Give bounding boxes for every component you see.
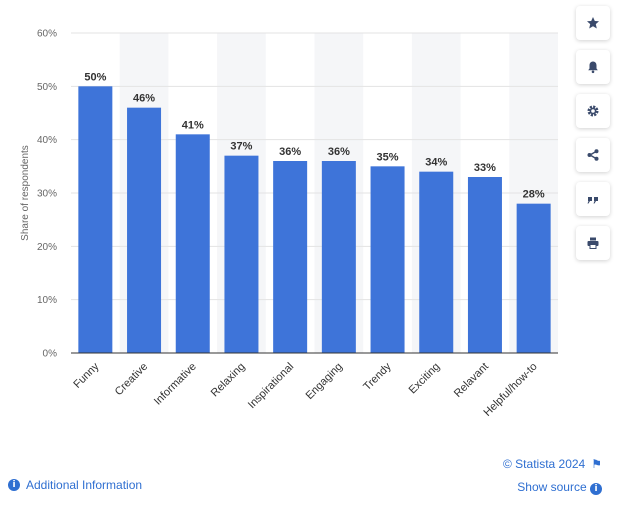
x-tick-label: Inspirational <box>246 361 296 411</box>
data-label: 41% <box>182 119 204 131</box>
print-icon <box>587 237 599 249</box>
bar <box>370 166 405 353</box>
share-icon <box>587 149 599 161</box>
data-label: 36% <box>279 146 301 158</box>
bar <box>78 86 113 353</box>
flag-icon: ⚑ <box>591 457 602 471</box>
chart-bars <box>78 86 551 354</box>
settings-button[interactable] <box>576 94 610 128</box>
data-label: 33% <box>474 162 496 174</box>
toolbar-sidebar <box>576 6 610 270</box>
print-button[interactable] <box>576 226 610 260</box>
x-axis-ticks: Funny Creative Informative RelaxingInspirat… <box>71 360 539 419</box>
x-tick-label: Exciting <box>407 361 443 397</box>
data-label: 28% <box>523 189 545 201</box>
credit-text[interactable]: © Statista 2024 <box>503 457 586 471</box>
show-source-text[interactable]: Show source <box>517 480 587 494</box>
x-tick-label: Creative <box>113 361 150 398</box>
data-label: 37% <box>230 141 252 153</box>
x-tick-label: Engaging <box>304 361 345 402</box>
additional-information-link[interactable]: i Additional Information <box>8 478 142 492</box>
x-tick-label: Trendy <box>361 360 394 393</box>
y-tick-label: 30% <box>37 189 57 200</box>
y-tick-label: 50% <box>37 82 57 93</box>
additional-information-text[interactable]: Additional Information <box>26 478 143 492</box>
x-tick-label: Relaxing <box>209 361 248 400</box>
quote-icon <box>587 197 598 204</box>
bell-icon <box>588 61 598 74</box>
bar <box>273 161 308 353</box>
data-label: 34% <box>425 157 447 169</box>
bar <box>419 171 454 353</box>
data-label: 46% <box>133 93 155 105</box>
y-tick-label: 0% <box>43 349 58 360</box>
share-button[interactable] <box>576 138 610 172</box>
bar-chart: 0% 10% 20% 30% 40% 50% 60% 50% 46% 41% 37% 36% 36% 3… <box>20 29 558 419</box>
bar <box>516 203 551 353</box>
notification-button[interactable] <box>576 50 610 84</box>
bar <box>467 177 502 353</box>
y-tick-label: 20% <box>37 242 57 253</box>
y-tick-label: 60% <box>37 29 57 40</box>
statista-credit[interactable]: © Statista 2024 ⚑ <box>503 457 602 471</box>
data-label: 35% <box>377 151 399 163</box>
y-tick-label: 10% <box>37 295 57 306</box>
cite-button[interactable] <box>576 182 610 216</box>
data-label: 50% <box>84 71 106 83</box>
bar <box>175 134 210 353</box>
info-icon: i <box>590 483 602 495</box>
x-tick-label: Informative <box>152 361 199 408</box>
info-icon: i <box>8 479 20 491</box>
bar <box>224 155 259 353</box>
gear-icon <box>587 105 599 117</box>
star-icon <box>587 17 599 29</box>
data-label: 36% <box>328 146 350 158</box>
y-axis-label: Share of respondents <box>20 145 31 241</box>
x-tick-label: Funny <box>71 360 101 390</box>
bar <box>321 161 356 353</box>
x-tick-label: Relavant <box>452 361 491 400</box>
show-source-link[interactable]: Show source i <box>517 480 602 495</box>
y-axis-ticks: 0% 10% 20% 30% 40% 50% 60% <box>37 29 57 360</box>
y-tick-label: 40% <box>37 135 57 146</box>
bar <box>127 107 162 354</box>
favorite-button[interactable] <box>576 6 610 40</box>
data-labels: 50% 46% 41% 37% 36% 36% 35% 34% 33% 28% <box>84 71 545 200</box>
